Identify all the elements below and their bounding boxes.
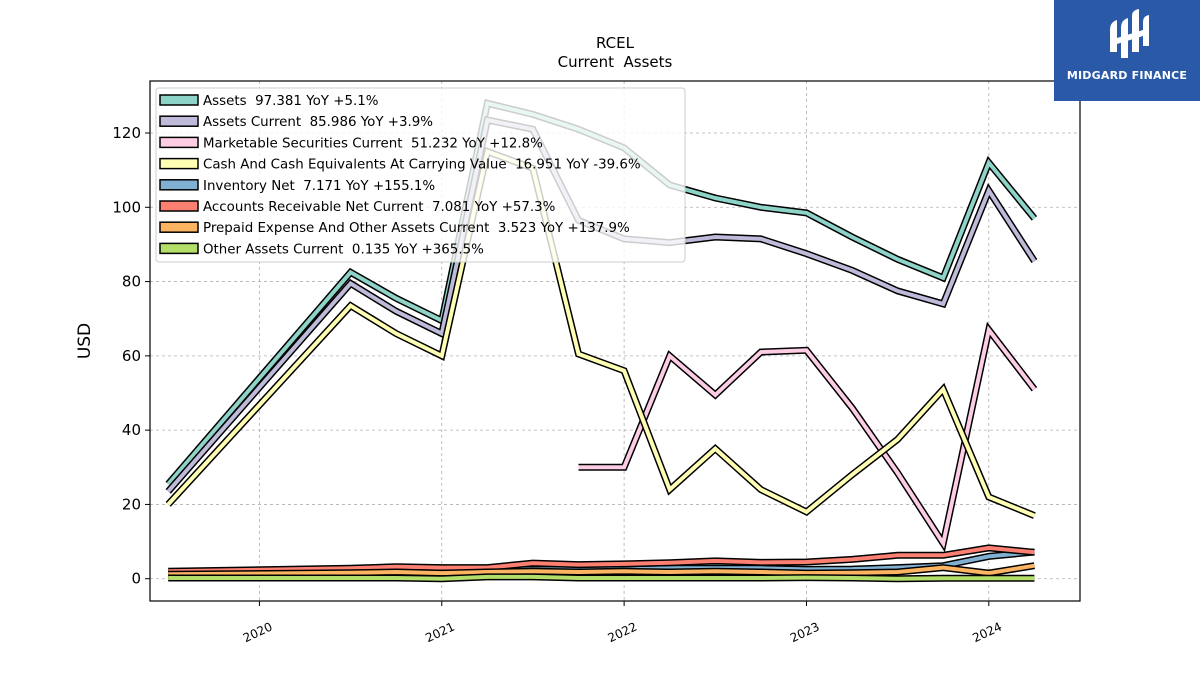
legend-label-7: Other Assets Current 0.135 YoY +365.5% <box>203 242 484 257</box>
series-line-7 <box>168 574 1035 581</box>
y-tick-label: 20 <box>122 495 141 513</box>
y-tick-label: 0 <box>131 570 141 588</box>
legend-label-0: Assets 97.381 YoY +5.1% <box>203 94 378 109</box>
legend-label-1: Assets Current 85.986 YoY +3.9% <box>203 115 433 130</box>
brand-name: MIDGARD FINANCE <box>1066 69 1188 82</box>
y-tick-label: 80 <box>122 273 141 291</box>
y-tick-label: 120 <box>112 124 141 142</box>
series-line-2 <box>578 325 1036 549</box>
chart-subtitle: Current Assets <box>558 53 673 71</box>
x-tick-label: 2023 <box>788 620 822 646</box>
series-line-5 <box>168 545 1035 574</box>
brand-logo: MIDGARD FINANCE <box>1054 0 1200 101</box>
x-tick-label: 2021 <box>423 620 457 646</box>
legend-swatch-7 <box>159 242 199 255</box>
series-line-3 <box>166 148 1036 518</box>
midgard-logo-icon <box>1110 9 1149 58</box>
legend: Assets 97.381 YoY +5.1% Assets Current 85… <box>155 87 686 263</box>
legend-label-3: Cash And Cash Equivalents At Carrying Va… <box>203 158 641 173</box>
x-tick-label: 2020 <box>241 620 275 646</box>
series-line-6 <box>168 563 1035 577</box>
legend-swatch-2 <box>159 136 199 149</box>
legend-swatch-3 <box>159 157 199 170</box>
plot-frame <box>149 80 1081 602</box>
chart-title: RCEL <box>596 34 635 52</box>
y-tick-label: 60 <box>122 347 141 365</box>
x-tick-label: 2024 <box>970 620 1004 646</box>
legend-swatch-1 <box>159 115 199 127</box>
legend-swatch-6 <box>159 221 199 233</box>
y-tick-label: 100 <box>112 198 141 216</box>
legend-label-6: Prepaid Expense And Other Assets Current… <box>203 221 630 236</box>
legend-label-2: Marketable Securities Current 51.232 YoY… <box>203 136 543 151</box>
legend-box <box>155 87 686 263</box>
legend-swatch-4 <box>159 179 199 191</box>
legend-label-5: Accounts Receivable Net Current 7.081 Yo… <box>203 200 555 215</box>
legend-label-4: Inventory Net 7.171 YoY +155.1% <box>203 179 435 194</box>
y-tick-label: 40 <box>122 421 141 439</box>
x-tick-label: 2022 <box>606 620 640 646</box>
legend-swatch-5 <box>159 200 199 212</box>
legend-swatch-0 <box>159 94 199 106</box>
y-axis-label: USD <box>75 323 95 359</box>
